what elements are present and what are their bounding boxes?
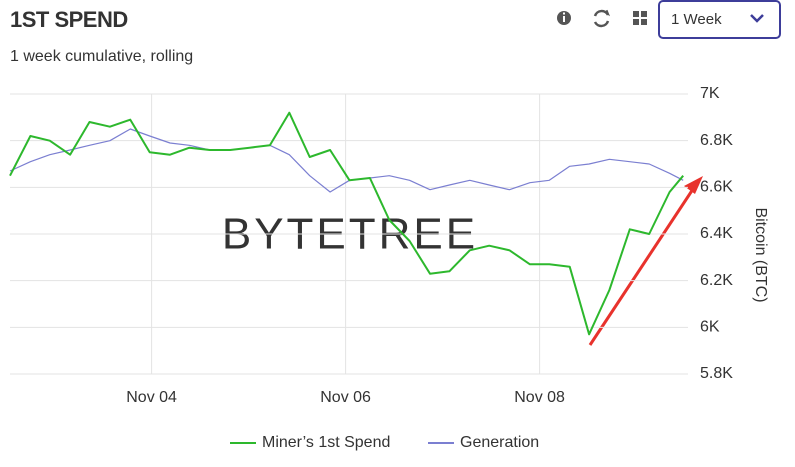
period-select-value: 1 Week — [671, 11, 722, 28]
x-tick-label: Nov 08 — [514, 389, 565, 406]
info-icon[interactable] — [557, 11, 571, 25]
annotation-arrow — [588, 182, 699, 346]
legend-label: Generation — [460, 434, 539, 451]
series-line — [9, 128, 684, 193]
widget-subtitle: 1 week cumulative, rolling — [10, 48, 193, 65]
widget-title: 1ST SPEND — [10, 7, 128, 32]
y-tick-label: 6.4K — [700, 225, 733, 242]
annotation-arrowhead — [684, 176, 703, 194]
y-tick-label: 5.8K — [700, 365, 733, 382]
y-tick-label: 6.6K — [700, 179, 733, 196]
y-tick-label: 7K — [700, 85, 720, 102]
series-line — [9, 111, 684, 336]
refresh-icon[interactable] — [593, 9, 611, 28]
period-select[interactable]: 1 Week — [658, 0, 781, 39]
y-tick-label: 6.8K — [700, 132, 733, 149]
y-tick-label: 6.2K — [700, 272, 733, 289]
y-axis-title: Bitcoin (BTC) — [752, 207, 769, 302]
layout-icon[interactable] — [633, 11, 647, 25]
y-tick-label: 6K — [700, 319, 720, 336]
legend-label: Miner’s 1st Spend — [262, 434, 390, 451]
x-tick-label: Nov 04 — [126, 389, 177, 406]
x-tick-label: Nov 06 — [320, 389, 371, 406]
